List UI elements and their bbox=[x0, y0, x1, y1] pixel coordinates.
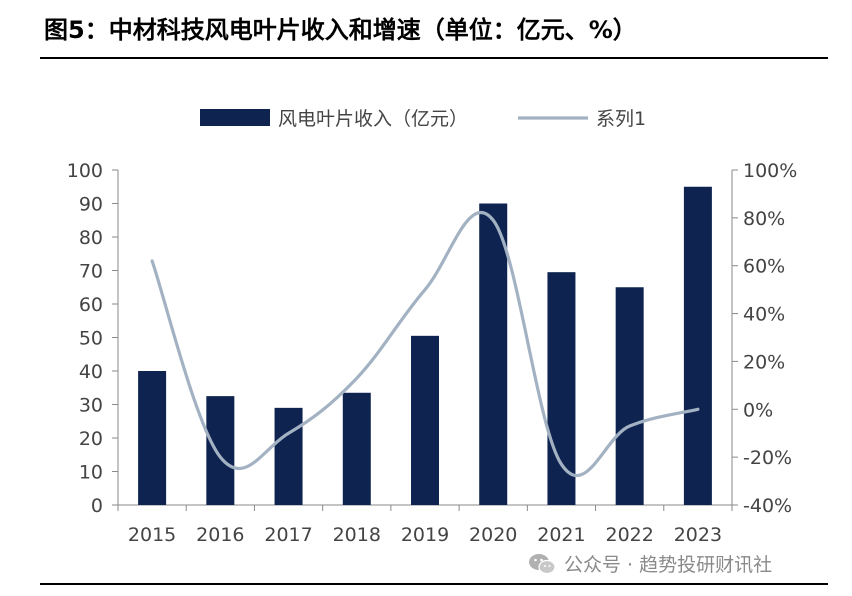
x-tick-label: 2017 bbox=[264, 524, 312, 546]
x-tick-label: 2021 bbox=[537, 524, 585, 546]
right-tick-label: 100% bbox=[743, 160, 797, 182]
x-tick-label: 2015 bbox=[128, 524, 176, 546]
x-tick-label: 2016 bbox=[196, 524, 244, 546]
bar-2020 bbox=[479, 203, 508, 505]
legend: 风电叶片收入（亿元） 系列1 bbox=[200, 108, 646, 130]
top-rule bbox=[40, 57, 828, 59]
left-tick-label: 90 bbox=[79, 194, 103, 216]
left-tick-label: 80 bbox=[79, 227, 103, 249]
axes: 0 10 20 30 40 50 60 70 80 90 100 -40% -20% 0% 20% 40% 60… bbox=[67, 160, 798, 546]
left-tick-label: 70 bbox=[79, 261, 103, 283]
bar-2022 bbox=[615, 287, 644, 505]
x-tick-label: 2020 bbox=[469, 524, 517, 546]
left-tick-label: 40 bbox=[79, 361, 103, 383]
right-tick-label: -40% bbox=[743, 495, 792, 517]
left-tick-label: 20 bbox=[79, 428, 103, 450]
x-tick-label: 2022 bbox=[605, 524, 653, 546]
left-tick-label: 10 bbox=[79, 462, 103, 484]
right-tick-label: 20% bbox=[743, 351, 785, 373]
right-tick-label: 80% bbox=[743, 208, 785, 230]
x-tick-label: 2023 bbox=[674, 524, 722, 546]
bar-2015 bbox=[138, 371, 167, 505]
x-tick-label: 2018 bbox=[333, 524, 381, 546]
right-tick-label: 40% bbox=[743, 304, 785, 326]
left-tick-label: 100 bbox=[67, 160, 103, 182]
left-tick-label: 30 bbox=[79, 395, 103, 417]
bar-2021 bbox=[547, 272, 576, 505]
left-tick-label: 60 bbox=[79, 294, 103, 316]
bar-2018 bbox=[342, 392, 371, 505]
x-tick-label: 2019 bbox=[401, 524, 449, 546]
watermark: 公众号 · 趋势投研财讯社 bbox=[528, 550, 772, 577]
bar-2017 bbox=[274, 407, 303, 505]
right-tick-label: 0% bbox=[743, 399, 773, 421]
bottom-rule bbox=[40, 583, 828, 585]
bar-2016 bbox=[206, 396, 235, 505]
watermark-text: 公众号 · 趋势投研财讯社 bbox=[564, 554, 773, 576]
bars bbox=[138, 186, 712, 505]
chart-title: 图5：中材科技风电叶片收入和增速（单位：亿元、%） bbox=[44, 16, 637, 44]
wechat-icon bbox=[529, 553, 556, 574]
bar-2019 bbox=[411, 335, 439, 505]
bar-2023 bbox=[683, 186, 712, 505]
legend-label-line: 系列1 bbox=[596, 108, 646, 130]
right-tick-label: 60% bbox=[743, 256, 785, 278]
legend-swatch-bar bbox=[200, 109, 270, 126]
left-tick-label: 0 bbox=[91, 495, 103, 517]
left-tick-label: 50 bbox=[79, 328, 103, 350]
right-tick-label: -20% bbox=[743, 447, 792, 469]
legend-label-bar: 风电叶片收入（亿元） bbox=[278, 108, 468, 130]
line-path-series1 bbox=[150, 210, 700, 477]
line-series bbox=[150, 210, 700, 477]
